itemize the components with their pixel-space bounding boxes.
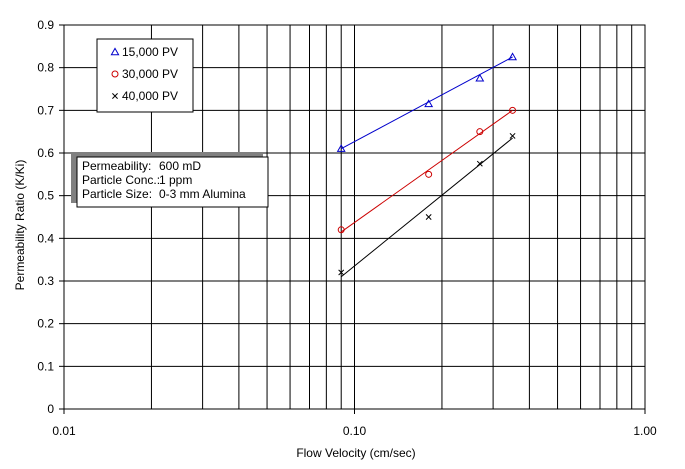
- x-tick-label: 1.00: [633, 424, 657, 438]
- x-tick-label: 0.10: [343, 424, 367, 438]
- x-axis-label: Flow Velocity (cm/sec): [296, 446, 415, 460]
- y-tick-label: 0.8: [37, 61, 54, 75]
- data-point: [424, 99, 434, 108]
- annotation-value: 1 ppm: [159, 173, 192, 187]
- y-tick-label: 0.6: [37, 146, 54, 160]
- y-tick-label: 0: [47, 402, 54, 416]
- x-tick-label: 0.01: [52, 424, 76, 438]
- fit-line: [340, 137, 513, 278]
- data-point: [509, 106, 517, 114]
- annotation-label: Permeability:: [82, 159, 151, 173]
- annotation-value: 600 mD: [159, 159, 201, 173]
- data-point: [337, 226, 345, 234]
- legend-label: 30,000 PV: [122, 67, 178, 81]
- y-tick-label: 0.4: [37, 231, 54, 245]
- fit-line: [340, 109, 513, 233]
- y-tick-label: 0.5: [37, 189, 54, 203]
- data-point: [475, 73, 485, 82]
- data-point: [336, 144, 346, 152]
- legend: 15,000 PV 30,000 PV 40,000 PV: [96, 38, 194, 113]
- legend-marker: [110, 47, 120, 56]
- annotation-label: Particle Size:: [82, 187, 152, 201]
- y-tick-label: 0.7: [37, 103, 54, 117]
- data-point: [476, 160, 483, 167]
- data-points: [336, 52, 518, 276]
- y-tick-label: 0.9: [37, 18, 54, 32]
- legend-marker: [111, 70, 119, 78]
- annotation-label: Particle Conc.:: [82, 173, 160, 187]
- data-point: [425, 170, 433, 178]
- y-axis-label: Permeability Ratio (K/Ki): [13, 160, 27, 291]
- data-point: [508, 52, 518, 61]
- annotation-panel: [76, 156, 269, 208]
- legend-marker: [112, 93, 118, 99]
- axes: 0 0.1 0.2 0.3 0.4 0.5 0.6 0.7 0.8 0.9 0.01 0.10 1.00: [37, 18, 657, 438]
- data-point: [425, 214, 432, 220]
- data-point: [476, 128, 484, 136]
- legend-label: 40,000 PV: [122, 89, 178, 103]
- y-tick-label: 0.2: [37, 317, 54, 331]
- y-tick-label: 0.1: [37, 359, 54, 373]
- y-tick-label: 0.3: [37, 274, 54, 288]
- data-point: [509, 132, 516, 139]
- data-point: [338, 269, 345, 276]
- legend-label: 15,000 PV: [122, 45, 178, 59]
- annotation-value: 0-3 mm Alumina: [159, 187, 246, 201]
